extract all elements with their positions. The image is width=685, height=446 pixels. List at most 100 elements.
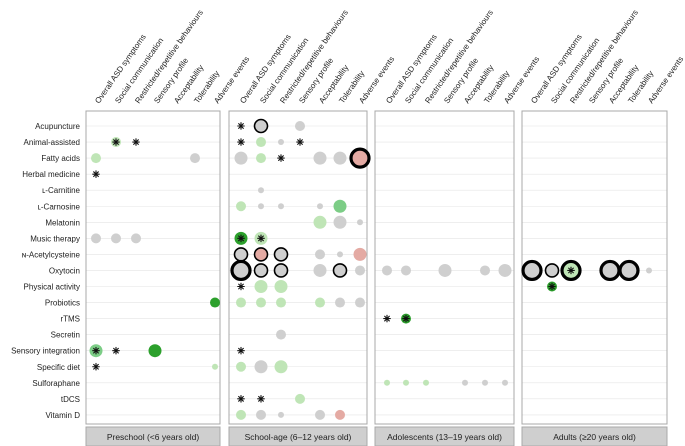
dot-carnosine-social-communication: [258, 203, 264, 210]
dot-acetylcysteine-acceptability: [315, 249, 325, 260]
significance-star: [257, 234, 265, 243]
row-label-specific-diet: Specific diet: [37, 363, 81, 372]
row-label-vitamin-d: Vitamin D: [45, 411, 80, 420]
panel-title: Preschool (<6 years old): [107, 432, 200, 442]
significance-star: [277, 154, 285, 162]
dot-fatty-acids-adverse-events: [349, 147, 371, 169]
dot-sulforaphane-adverse-events: [502, 379, 508, 386]
dot-probiotics-social-communication: [256, 297, 266, 308]
significance-star: [296, 138, 304, 146]
dot-vitamin-d-restricted-repetitive-behaviours: [278, 411, 284, 418]
panel-frame: [374, 110, 515, 425]
dot-probiotics-adverse-events: [210, 297, 220, 308]
dot-music-therapy-social-communication: [111, 233, 121, 244]
dot-music-therapy-overall-asd-symptoms: [91, 233, 101, 244]
dot-oxytocin-social-communication: [544, 263, 560, 278]
dot-oxytocin-overall-asd-symptoms: [382, 265, 392, 276]
significance-star: [112, 346, 120, 355]
dot-oxytocin-acceptability: [599, 259, 621, 282]
panel-title-box: [374, 426, 515, 446]
dot-acetylcysteine-overall-asd-symptoms: [233, 247, 249, 262]
row-label-melatonin: Melatonin: [45, 218, 80, 227]
significance-star: [92, 346, 100, 355]
dot-melatonin-acceptability: [313, 215, 327, 229]
panel-title: Adolescents (13–19 years old): [387, 432, 502, 442]
dot-animal-assisted-social-communication: [256, 137, 266, 148]
panel-frame: [228, 110, 368, 425]
dot-oxytocin-sensory-profile: [438, 263, 452, 277]
panel-3: Adolescents (13–19 years old)Overall ASD…: [374, 8, 541, 446]
significance-star: [383, 314, 391, 323]
dot-specific-diet-overall-asd-symptoms: [236, 361, 246, 372]
dot-oxytocin-acceptability: [313, 263, 327, 277]
dot-probiotics-tolerability: [335, 297, 345, 308]
dot-fatty-acids-overall-asd-symptoms: [234, 151, 248, 165]
significance-star: [237, 282, 245, 291]
row-label-oxytocin: Oxytocin: [49, 266, 80, 275]
dot-probiotics-adverse-events: [355, 297, 365, 308]
row-label-acupuncture: Acupuncture: [35, 122, 80, 131]
dot-sulforaphane-overall-asd-symptoms: [384, 379, 390, 386]
dot-carnosine-tolerability: [333, 199, 347, 213]
row-label-secretin: Secretin: [51, 331, 80, 340]
dot-probiotics-overall-asd-symptoms: [236, 297, 246, 308]
dot-specific-diet-restricted-repetitive-behaviours: [274, 360, 288, 374]
dot-acetylcysteine-social-communication: [253, 247, 269, 262]
column-label-adverse-events: Adverse events: [646, 55, 685, 105]
dot-sulforaphane-acceptability: [462, 379, 468, 386]
dot-acupuncture-social-communication: [253, 118, 269, 134]
panel-1: Preschool (<6 years old)Overall ASD symp…: [85, 8, 251, 446]
dot-carnosine-acceptability: [317, 203, 323, 210]
dot-oxytocin-tolerability: [332, 263, 348, 278]
row-label-probiotics: Probiotics: [45, 299, 80, 308]
row-label-fatty-acids: Fatty acids: [41, 154, 80, 163]
significance-star: [237, 138, 245, 146]
significance-star: [237, 394, 245, 403]
significance-star: [567, 266, 575, 275]
row-label-physical-activity: Physical activity: [24, 283, 80, 292]
panel-frame: [85, 110, 221, 425]
dot-fatty-acids-overall-asd-symptoms: [91, 153, 101, 164]
dot-tdcs-sensory-profile: [295, 393, 305, 404]
dot-secretin-restricted-repetitive-behaviours: [276, 329, 286, 340]
dot-physical-activity-restricted-repetitive-behaviours: [274, 280, 288, 293]
row-label-carnosine: ʟ-Carnosine: [38, 202, 81, 211]
dot-acetylcysteine-adverse-events: [353, 247, 367, 261]
dot-fatty-acids-social-communication: [256, 153, 266, 164]
significance-star: [237, 234, 245, 243]
dot-sensory-integration-sensory-profile: [148, 344, 162, 358]
dot-animal-assisted-restricted-repetitive-behaviours: [278, 139, 284, 146]
dot-music-therapy-restricted-repetitive-behaviours: [131, 233, 141, 244]
panel-title-box: [85, 426, 221, 446]
dot-vitamin-d-social-communication: [256, 409, 266, 420]
dot-oxytocin-social-communication: [401, 265, 411, 276]
row-label-acetylcysteine: ɴ-Acetylcysteine: [22, 250, 81, 259]
dot-oxytocin-tolerability: [480, 265, 490, 276]
row-label-tdcs: tDCS: [61, 395, 80, 404]
significance-star: [402, 314, 410, 323]
dot-fatty-acids-acceptability: [313, 151, 327, 165]
significance-star: [257, 394, 265, 403]
dot-vitamin-d-acceptability: [315, 409, 325, 420]
panel-title-box: [228, 426, 368, 446]
dot-acetylcysteine-restricted-repetitive-behaviours: [273, 247, 289, 262]
significance-star: [132, 138, 140, 146]
row-label-carnitine: ʟ-Carnitine: [42, 186, 80, 195]
row-label-animal-assisted: Animal-assisted: [24, 138, 80, 147]
dot-fatty-acids-tolerability: [333, 151, 347, 165]
dot-acupuncture-sensory-profile: [295, 121, 305, 131]
dot-physical-activity-social-communication: [254, 280, 268, 293]
dot-sulforaphane-tolerability: [482, 379, 488, 386]
dot-oxytocin-overall-asd-symptoms: [230, 259, 252, 282]
dot-oxytocin-social-communication: [253, 263, 269, 278]
significance-star: [92, 170, 100, 178]
dot-carnitine-social-communication: [258, 187, 264, 194]
dot-vitamin-d-overall-asd-symptoms: [236, 409, 246, 420]
dot-oxytocin-adverse-events: [498, 263, 512, 277]
dot-specific-diet-adverse-events: [212, 363, 218, 370]
dot-oxytocin-adverse-events: [355, 265, 365, 276]
row-label-sulforaphane: Sulforaphane: [32, 379, 80, 388]
dot-acetylcysteine-tolerability: [337, 251, 343, 258]
dot-vitamin-d-tolerability: [335, 409, 345, 420]
